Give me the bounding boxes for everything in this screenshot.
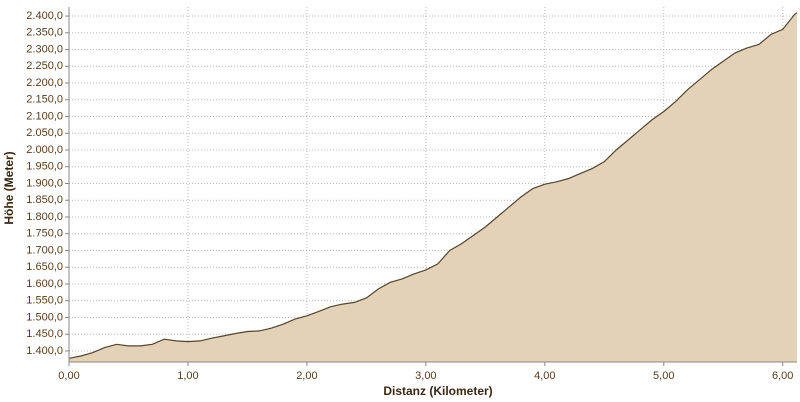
- x-tick-label: 4,00: [534, 370, 555, 382]
- y-tick-label: 2.200,0: [26, 77, 63, 89]
- y-tick-label: 2.350,0: [26, 27, 63, 39]
- x-tick-label: 1,00: [177, 370, 198, 382]
- y-tick-label: 2.100,0: [26, 110, 63, 122]
- y-tick-label: 2.050,0: [26, 127, 63, 139]
- x-tick-label: 3,00: [415, 370, 436, 382]
- y-tick-label: 2.300,0: [26, 43, 63, 55]
- x-tick-label: 6,00: [772, 370, 793, 382]
- y-tick-label: 1.700,0: [26, 244, 63, 256]
- x-axis-title: Distanz (Kilometer): [383, 384, 492, 398]
- y-tick-label: 2.000,0: [26, 144, 63, 156]
- x-tick-label: 2,00: [296, 370, 317, 382]
- y-tick-label: 2.150,0: [26, 94, 63, 106]
- area-fill: [69, 12, 797, 362]
- x-tick-label: 0,00: [58, 370, 79, 382]
- y-tick-label: 1.450,0: [26, 328, 63, 340]
- y-tick-label: 2.250,0: [26, 60, 63, 72]
- y-tick-label: 2.400,0: [26, 10, 63, 22]
- y-axis-title: Höhe (Meter): [2, 151, 16, 224]
- y-tick-label: 1.600,0: [26, 278, 63, 290]
- x-tick-label: 5,00: [653, 370, 674, 382]
- y-tick-label: 1.800,0: [26, 211, 63, 223]
- y-tick-label: 1.650,0: [26, 261, 63, 273]
- y-tick-label: 1.900,0: [26, 177, 63, 189]
- y-tick-label: 1.500,0: [26, 311, 63, 323]
- area-line: [68, 12, 798, 359]
- y-tick-label: 1.400,0: [26, 345, 63, 357]
- y-tick-label: 1.950,0: [26, 161, 63, 173]
- y-tick-label: 1.850,0: [26, 194, 63, 206]
- y-tick-label: 1.550,0: [26, 295, 63, 307]
- y-tick-label: 1.750,0: [26, 228, 63, 240]
